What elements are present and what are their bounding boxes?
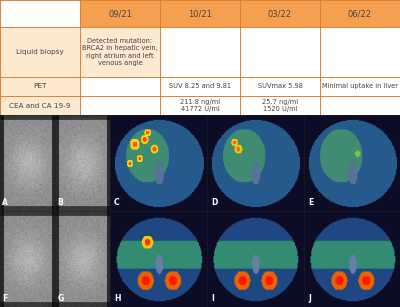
Text: E: E (308, 198, 313, 207)
Text: Liquid biopsy: Liquid biopsy (16, 49, 64, 55)
Bar (160, 27, 240, 76)
Bar (320, 27, 400, 76)
Text: I: I (211, 294, 214, 303)
Text: D: D (211, 198, 217, 207)
Bar (80, 0, 400, 27)
Text: F: F (2, 294, 8, 303)
Bar (240, 96, 320, 115)
Text: PET: PET (33, 83, 47, 89)
Text: CEA and CA 19-9: CEA and CA 19-9 (9, 103, 71, 109)
Bar (0, 27, 80, 76)
Bar (80, 96, 160, 115)
Bar (160, 76, 240, 96)
Bar (0, 76, 80, 96)
Text: J: J (308, 294, 311, 303)
Text: G: G (57, 294, 64, 303)
Text: A: A (2, 198, 8, 207)
Text: 09/21: 09/21 (108, 9, 132, 18)
Bar (80, 27, 160, 76)
Text: C: C (114, 198, 120, 207)
Text: SUVmax 5.98: SUVmax 5.98 (258, 83, 302, 89)
Bar (240, 76, 320, 96)
Bar (0, 96, 80, 115)
Text: Minimal uptake in liver: Minimal uptake in liver (322, 83, 398, 89)
Text: Detected mutation:
BRCA2 in hepatic vein,
right atrium and left
venous angle: Detected mutation: BRCA2 in hepatic vein… (82, 37, 158, 66)
Text: B: B (57, 198, 63, 207)
Text: 03/22: 03/22 (268, 9, 292, 18)
Text: SUV 8.25 and 9.81: SUV 8.25 and 9.81 (169, 83, 231, 89)
Text: 10/21: 10/21 (188, 9, 212, 18)
Bar (320, 96, 400, 115)
Text: H: H (114, 294, 120, 303)
Bar (240, 27, 320, 76)
Text: 06/22: 06/22 (348, 9, 372, 18)
Bar (160, 96, 240, 115)
Text: 211.8 ng/ml
41772 U/ml: 211.8 ng/ml 41772 U/ml (180, 99, 220, 112)
Text: 25.7 ng/ml
1520 U/ml: 25.7 ng/ml 1520 U/ml (262, 99, 298, 112)
Bar (320, 76, 400, 96)
Bar (80, 76, 160, 96)
